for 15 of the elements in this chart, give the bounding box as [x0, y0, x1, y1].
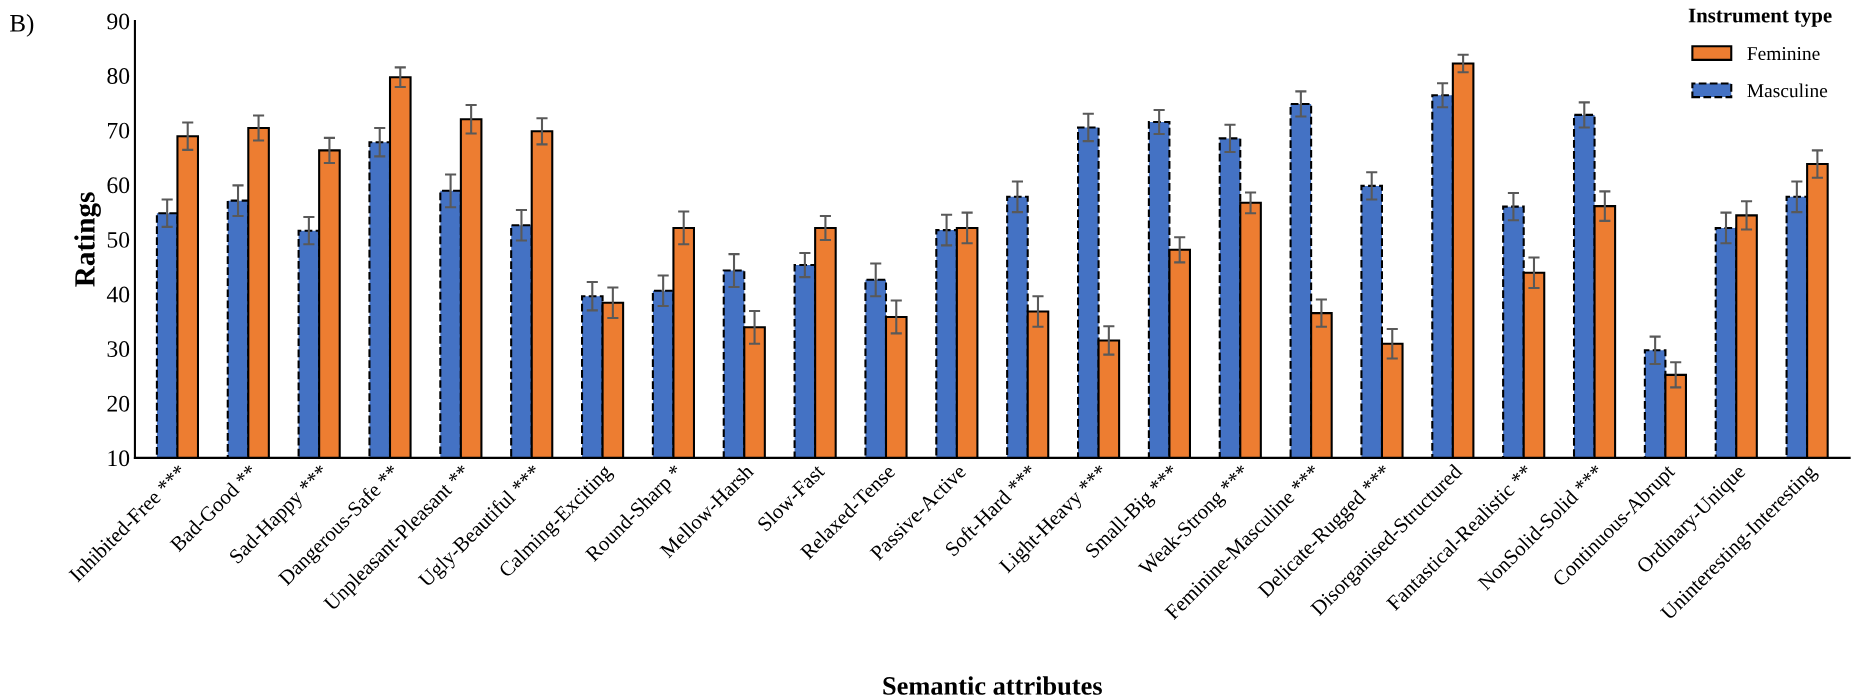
y-tick-label: 40 [106, 286, 130, 303]
legend-title: Instrument type [1688, 8, 1832, 27]
y-axis-title: Ratings [74, 192, 101, 287]
legend-label: Feminine [1747, 47, 1820, 61]
y-tick-label: 90 [107, 13, 130, 30]
y-tick-label: 10 [108, 450, 130, 467]
y-tick-label: 60 [107, 177, 130, 194]
y-tick-label: 70 [108, 122, 130, 139]
y-tick-label: 30 [107, 341, 130, 358]
y-tick-label: 50 [107, 231, 130, 248]
x-axis-title: Semantic attributes [883, 676, 1102, 695]
text: B) [10, 14, 34, 37]
y-tick-label: 20 [107, 395, 130, 412]
y-tick-label: 80 [107, 68, 130, 84]
legend-label: Masculine [1747, 83, 1828, 98]
